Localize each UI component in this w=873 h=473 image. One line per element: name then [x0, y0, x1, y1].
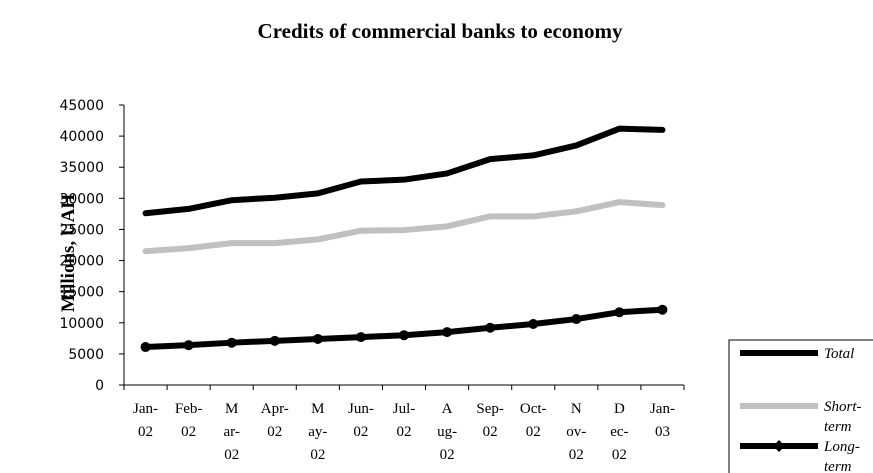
data-point	[140, 342, 151, 353]
x-tick-label: M	[311, 401, 324, 417]
x-tick-label: 02	[353, 424, 368, 440]
x-tick-label: ec-	[610, 424, 628, 440]
series-layer	[140, 125, 668, 353]
data-point	[269, 335, 280, 346]
data-point	[183, 340, 194, 351]
y-tick-label: 20000	[59, 254, 104, 270]
x-tick-label: 02	[397, 424, 412, 440]
x-tick-label: ay-	[308, 424, 327, 440]
x-tick-label: D	[614, 401, 625, 417]
data-point	[442, 327, 453, 338]
y-axis-label: Millions, UAH	[58, 194, 79, 312]
legend-label-2: term	[824, 459, 852, 473]
y-tick-label: 40000	[59, 129, 104, 145]
x-tick-label: 02	[483, 424, 498, 440]
y-tick-label: 0	[95, 378, 104, 394]
x-tick-label: Jan-	[650, 401, 675, 417]
series-line-0	[142, 125, 666, 217]
x-tick-label: Jul-	[393, 401, 416, 417]
x-tick-label: Oct-	[520, 401, 547, 417]
chart-title: Credits of commercial banks to economy	[258, 19, 623, 43]
data-point	[399, 330, 409, 341]
x-tick-label: 02	[612, 447, 627, 463]
x-tick-label: 02	[267, 424, 282, 440]
x-tick-label: 02	[224, 447, 239, 463]
series-line-2	[142, 306, 666, 351]
x-tick-label: 02	[181, 424, 196, 440]
y-tick-label: 45000	[59, 98, 104, 114]
x-tick-label: 02	[138, 424, 153, 440]
x-tick-label: M	[225, 401, 238, 417]
legend-label-1: term	[824, 419, 852, 435]
x-tick-label: ar-	[224, 424, 240, 440]
legend-label-0: Total	[824, 346, 854, 362]
y-tick-label: 10000	[59, 316, 104, 332]
series-line-1	[142, 199, 666, 255]
legend-label-2: Long-	[823, 439, 860, 455]
y-tick-label: 5000	[68, 347, 104, 363]
data-point	[485, 322, 496, 333]
x-tick-label: 03	[655, 424, 670, 440]
x-tick-label: Apr-	[261, 401, 289, 417]
y-tick-label: 35000	[59, 160, 104, 176]
y-tick-label: 25000	[59, 222, 104, 238]
legend-marker-2	[773, 440, 785, 452]
legend-label-1: Short-	[824, 399, 862, 415]
y-tick-label: 15000	[59, 285, 104, 301]
x-tick-label: ug-	[437, 424, 457, 440]
x-tick-label: 02	[310, 447, 325, 463]
x-tick-label: N	[571, 401, 582, 417]
x-tick-label: ov-	[566, 424, 586, 440]
x-tick-label: Jan-	[133, 401, 158, 417]
x-tick-label: Sep-	[476, 401, 504, 417]
x-tick-label: A	[442, 401, 453, 417]
data-point	[355, 332, 366, 343]
data-point	[312, 333, 323, 344]
y-tick-label: 30000	[59, 191, 104, 207]
data-point	[528, 319, 539, 330]
data-point	[614, 307, 625, 318]
x-tick-label: Feb-	[175, 401, 203, 417]
x-tick-label: Jun-	[348, 401, 374, 417]
data-point	[657, 304, 668, 315]
x-tick-label: 02	[440, 447, 455, 463]
data-point	[571, 314, 582, 325]
legend: Total Short-term Long-term	[728, 339, 873, 473]
x-tick-label: 02	[526, 424, 541, 440]
y-axis-ticks: 45000 40000 35000 30000 25000 20000 15000 10000…	[59, 98, 124, 394]
x-tick-label: 02	[569, 447, 584, 463]
x-axis-ticks: Jan- 02 Feb- 02 Mar- 02 Apr- 02 May- 02 Jun- 02 Jul-…	[123, 385, 685, 463]
data-point	[226, 337, 237, 348]
